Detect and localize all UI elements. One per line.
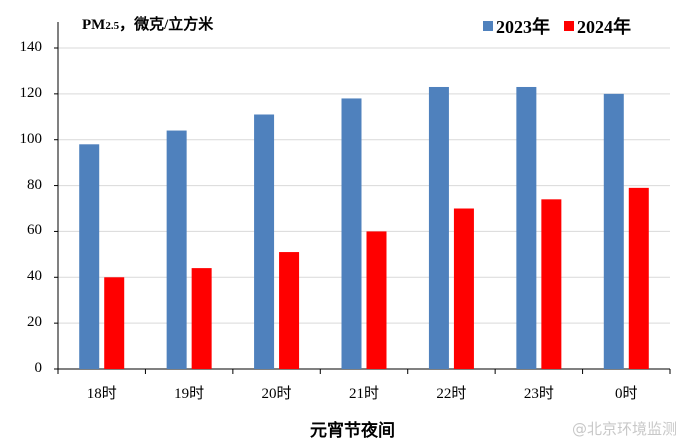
x-tick-label: 19时 (174, 386, 205, 402)
watermark: @北京环境监测 (571, 420, 677, 438)
legend: 2023年 2024年 (483, 13, 645, 39)
x-axis-label: 元宵节夜间 (310, 421, 395, 440)
unit-label: PM2.5，微克/立方米 (82, 13, 213, 34)
bar-2023-1 (166, 130, 187, 369)
x-tick-label: 22时 (436, 386, 467, 402)
legend-label-2023: 2023年 (496, 17, 550, 37)
bar-2023-6 (603, 93, 624, 369)
y-tick-label: 40 (27, 268, 42, 285)
bar-2024-3 (366, 231, 387, 369)
bar-2024-0 (104, 277, 125, 369)
legend-swatch-2023 (483, 21, 493, 31)
bar-2024-2 (279, 252, 300, 369)
y-tick-label: 60 (27, 222, 42, 239)
y-tick-label: 0 (34, 360, 43, 376)
y-tick-label: 100 (19, 130, 43, 147)
unit-main: PM (82, 17, 106, 33)
legend-item-2024: 2024年 (564, 13, 631, 39)
bar-2024-6 (628, 187, 649, 369)
bar-2024-1 (191, 268, 212, 369)
y-tick-label: 20 (27, 314, 42, 331)
y-tick-label: 120 (19, 84, 43, 101)
legend-label-2024: 2024年 (577, 17, 631, 37)
bar-2023-0 (79, 144, 100, 369)
bar-2023-2 (254, 114, 275, 369)
x-tick-label: 18时 (86, 386, 117, 402)
x-tick-label: 0时 (615, 386, 638, 402)
bar-2024-4 (453, 208, 474, 369)
bar-2023-5 (516, 86, 537, 369)
legend-item-2023: 2023年 (483, 13, 550, 39)
x-tick-label: 21时 (348, 386, 379, 402)
unit-rest: ，微克/立方米 (119, 17, 214, 33)
bar-2024-5 (541, 199, 562, 369)
bar-2023-3 (341, 98, 362, 369)
bar-2023-4 (428, 86, 449, 369)
y-tick-label: 140 (19, 39, 43, 55)
x-tick-label: 20时 (261, 386, 292, 402)
y-tick-label: 80 (27, 176, 42, 193)
unit-subscript: 2.5 (105, 20, 120, 32)
legend-swatch-2024 (564, 21, 574, 31)
x-tick-label: 23时 (523, 386, 554, 402)
